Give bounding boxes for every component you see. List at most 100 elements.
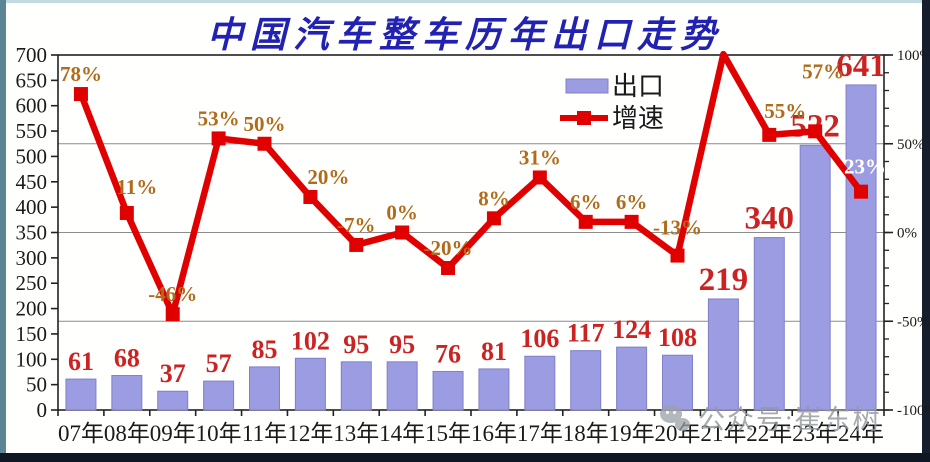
bar — [432, 370, 464, 411]
left-axis-label: 500 — [16, 144, 48, 168]
growth-label: -46% — [148, 282, 197, 306]
bar-value-label: 85 — [252, 335, 278, 364]
bar — [65, 378, 97, 411]
x-axis-label: 21年 — [700, 421, 746, 446]
left-axis-label: 700 — [16, 43, 48, 67]
bar — [157, 390, 189, 411]
bar-value-label: 37 — [160, 359, 186, 388]
left-axis-label: 250 — [16, 271, 48, 295]
bar — [707, 298, 739, 411]
legend-bar-swatch — [565, 78, 609, 94]
line-marker — [119, 205, 134, 220]
growth-label: 8% — [478, 186, 510, 210]
x-axis-label: 08年 — [104, 421, 150, 446]
bar — [249, 366, 280, 411]
line-marker — [441, 261, 456, 275]
line-marker — [578, 214, 593, 229]
top-border-strip — [6, 0, 922, 3]
left-axis-label: 600 — [16, 94, 48, 118]
bar — [845, 84, 877, 411]
x-axis-label: 14年 — [379, 421, 425, 446]
left-axis-label: 650 — [16, 68, 48, 92]
growth-label: 31% — [519, 145, 561, 169]
line-marker — [165, 307, 180, 322]
wechat-icon — [660, 404, 690, 431]
x-axis-label: 24年 — [838, 421, 884, 446]
bar — [616, 346, 648, 411]
bar — [203, 380, 235, 411]
growth-label: -13% — [653, 216, 702, 240]
right-axis-label: 0% — [897, 226, 917, 242]
bar — [386, 361, 418, 411]
growth-label: 11% — [116, 175, 157, 199]
x-axis-label: 13年 — [333, 421, 379, 446]
x-axis-label: 17年 — [517, 421, 563, 446]
x-axis-label: 18年 — [563, 421, 609, 446]
bar-value-label: 124 — [612, 315, 651, 344]
bar-value-label: 117 — [567, 319, 605, 348]
line-marker — [303, 190, 318, 204]
chart-title: 中国汽车整车历年出口走势 — [206, 15, 723, 55]
watermark: 公众号:崔东树 — [660, 398, 882, 437]
line-marker — [349, 237, 364, 252]
bar — [753, 237, 785, 411]
bar — [570, 350, 602, 411]
growth-label: 6% — [616, 190, 648, 214]
left-axis-label: 450 — [16, 170, 48, 194]
left-axis-label: 50 — [26, 373, 47, 397]
line-marker — [395, 225, 410, 240]
growth-label: 23% — [844, 155, 886, 179]
right-axis-label: -50% — [897, 314, 930, 330]
bar — [524, 355, 556, 411]
growth-label: 57% — [802, 59, 844, 83]
growth-label: 78% — [60, 62, 102, 86]
left-axis-label: 150 — [16, 322, 48, 346]
bar-value-label: 340 — [745, 201, 795, 237]
bar-value-label: 95 — [389, 330, 415, 359]
growth-label: 53% — [198, 106, 240, 130]
line-marker — [532, 170, 547, 185]
bar — [478, 368, 510, 411]
x-axis-label: 16年 — [471, 421, 517, 446]
left-axis-label: 350 — [16, 221, 48, 245]
left-border-strip — [0, 0, 6, 462]
growth-label: -20% — [424, 236, 473, 260]
line-marker — [257, 136, 272, 151]
x-axis-label: 15年 — [425, 421, 471, 446]
legend-label-growth: 增速 — [612, 104, 664, 133]
left-axis-label: 100 — [16, 347, 48, 371]
right-axis-label: 50% — [897, 137, 925, 153]
x-axis-label: 09年 — [150, 421, 196, 446]
x-axis-label: 07年 — [58, 421, 104, 446]
line-marker — [670, 248, 685, 263]
left-axis-label: 550 — [16, 119, 48, 143]
left-axis-label: 300 — [16, 246, 48, 270]
growth-line — [77, 50, 864, 318]
bar-value-label: 641 — [836, 48, 886, 84]
legend-line-marker — [577, 111, 591, 125]
bar-value-label: 219 — [699, 262, 749, 298]
right-axis-label: -100% — [897, 403, 930, 419]
line-marker — [762, 127, 777, 142]
x-axis-label: 12年 — [287, 421, 333, 446]
bar — [662, 354, 693, 411]
watermark-text: 公众号:崔东树 — [698, 405, 882, 435]
growth-label: -7% — [337, 213, 376, 237]
bar — [111, 375, 143, 411]
right-border-strip — [922, 0, 930, 462]
line-marker — [854, 184, 869, 199]
bar-value-label: 81 — [481, 337, 507, 366]
bar-value-label: 102 — [291, 326, 330, 355]
line-marker — [486, 211, 501, 226]
legend-label-export: 出口 — [612, 72, 664, 101]
bar — [799, 144, 831, 411]
bottom-border-strip — [0, 453, 930, 462]
x-axis-label: 11年 — [242, 421, 287, 446]
growth-label: 50% — [244, 112, 286, 136]
x-axis-label: 23年 — [792, 421, 838, 446]
line-marker — [73, 87, 88, 102]
growth-label: 6% — [570, 190, 602, 214]
right-axis-label: 100% — [897, 48, 930, 64]
